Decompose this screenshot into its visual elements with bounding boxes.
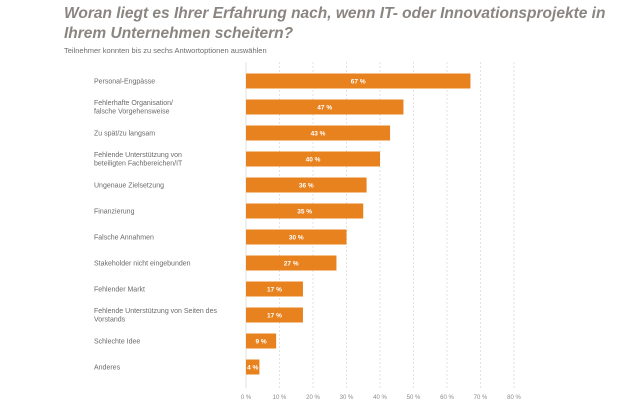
category-label: falsche Vorgehensweise: [94, 109, 170, 116]
category-label: Fehlerhafte Organisation/: [94, 100, 173, 107]
category-label: Fehlender Markt: [94, 286, 145, 293]
x-tick-label: 80 %: [507, 395, 521, 401]
category-label: Falsche Annahmen: [94, 234, 154, 241]
x-tick-label: 0 %: [241, 395, 252, 401]
bar: [246, 333, 277, 349]
category-label: Ungenaue Zielsetzung: [94, 182, 164, 189]
category-label: Stakeholder nicht eingebunden: [94, 260, 191, 267]
x-tick-label: 60 %: [440, 395, 454, 401]
bar-value-label: 4 %: [247, 364, 258, 371]
chart-title: Woran liegt es Ihrer Erfahrung nach, wen…: [64, 5, 606, 42]
bar-value-label: 27 %: [284, 260, 299, 267]
bar-value-label: 35 %: [297, 208, 312, 215]
bar-value-label: 30 %: [289, 234, 304, 241]
category-label: Fehlende Unterstützung von: [94, 152, 182, 159]
bar-value-label: 17 %: [267, 312, 282, 319]
category-label: Zu spät/zu langsam: [94, 130, 155, 137]
bar: [246, 151, 380, 167]
bar: [246, 99, 404, 115]
bar: [246, 307, 303, 323]
bar: [246, 255, 337, 271]
bar: [246, 125, 391, 141]
bar: [246, 359, 260, 375]
x-tick-label: 30 %: [340, 395, 354, 401]
x-tick-label: 40 %: [373, 395, 387, 401]
bar: [246, 177, 367, 193]
category-label: Personal-Engpässe: [94, 78, 155, 85]
bar-value-label: 67 %: [351, 78, 366, 85]
bars: 67 % 47 % 43 % 40 % 36 % 35 % 30 % 27 % 17 % 17 %…: [246, 73, 471, 375]
category-label: Anderes: [94, 364, 121, 371]
bar: [246, 281, 303, 297]
category-label: Fehlende Unterstützung von Seiten des: [94, 308, 217, 315]
x-tick-label: 10 %: [273, 395, 287, 401]
x-axis-ticks: 0 % 10 % 20 % 30 % 40 % 50 % 60 % 70 % 80 %: [241, 395, 522, 401]
category-labels: Personal-Engpässe Fehlerhafte Organisatio…: [94, 78, 217, 371]
category-label: Vorstands: [94, 317, 126, 324]
chart-subtitle: Teilnehmer konnten bis zu sechs Antworto…: [64, 46, 267, 55]
category-label: beteiligten Fachbereichen/IT: [94, 161, 183, 168]
category-label: Schlechte Idee: [94, 338, 140, 345]
bar: [246, 229, 347, 245]
x-tick-label: 50 %: [407, 395, 421, 401]
x-tick-label: 20 %: [306, 395, 320, 401]
x-tick-label: 70 %: [474, 395, 488, 401]
bar-value-label: 17 %: [267, 286, 282, 293]
bar-value-label: 40 %: [306, 156, 321, 163]
bar: [246, 203, 364, 219]
bar: [246, 73, 471, 89]
bar-value-label: 9 %: [255, 338, 266, 345]
bar-value-label: 36 %: [299, 182, 314, 189]
bar-value-label: 47 %: [317, 104, 332, 111]
bar-value-label: 43 %: [311, 130, 326, 137]
category-label: Finanzierung: [94, 208, 135, 215]
